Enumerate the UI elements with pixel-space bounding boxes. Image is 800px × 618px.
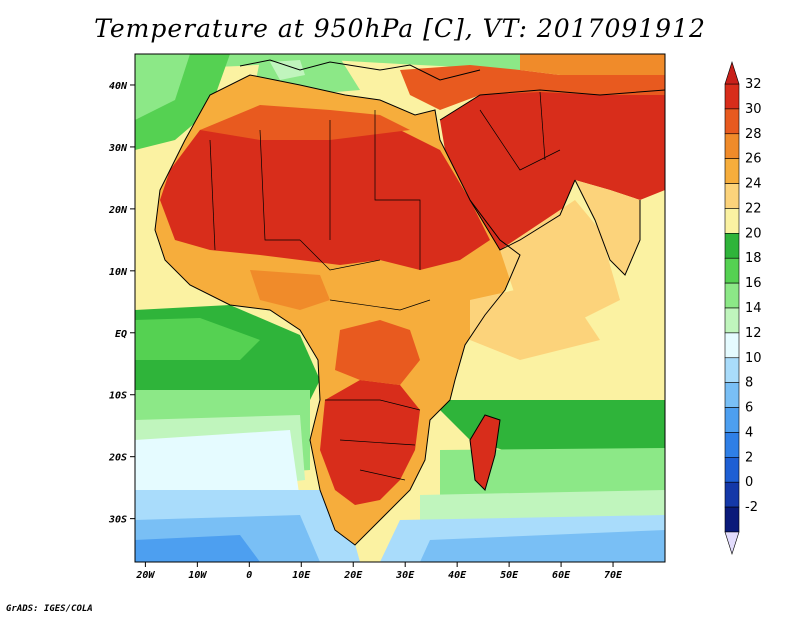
map-plot-area [135,54,665,562]
lon-tick-label: 60E [552,570,571,581]
central-asia-warm [520,54,665,75]
arabia-asia-hot [440,90,665,250]
sahara-hot-core [160,120,490,270]
colorbar-swatch [724,307,740,334]
colorbar-label: 12 [745,326,762,341]
central-africa-warm [335,320,420,385]
footer-credit: GrADS: IGES/COLA [6,604,93,614]
indian-light-green [440,448,665,500]
lat-tick-label: 10N [109,267,128,278]
colorbar-swatch [724,481,740,508]
latitude-ticks: 40N 30N 20N 10N EQ 10S 20S 30S [108,81,135,526]
colorbar-swatch [724,457,740,483]
colorbar-label: 14 [745,301,762,316]
colorbar-label: 24 [745,177,762,192]
southern-africa-hot-core [320,380,420,505]
colorbar-swatch [724,357,740,383]
colorbar-label: -2 [745,500,758,515]
lon-tick-label: 40E [448,570,467,581]
colorbar-swatch [724,233,740,259]
colorbar-label: 6 [745,401,753,416]
lat-tick-label: 20N [108,205,128,216]
colorbar-swatch [724,257,740,284]
colorbar-label: 2 [745,450,753,465]
colorbar-swatch [724,208,740,234]
colorbar-label: 8 [745,376,753,391]
colorbar-swatch [724,432,740,458]
atlantic-green-inner [135,318,260,360]
colorbar-swatch [724,108,740,135]
colorbar-swatch [724,282,740,309]
lat-tick-label: EQ [115,329,127,340]
colorbar-label: 32 [745,77,762,92]
colorbar-swatch [724,382,740,408]
country-borders [209,91,561,481]
lat-tick-label: 20S [108,453,127,464]
colorbar-label: 22 [745,201,762,216]
colorbar-label: 4 [745,425,753,440]
coastlines [154,59,665,546]
lon-tick-label: 30E [395,570,415,581]
colorbar-swatch [724,83,740,110]
lat-tick-label: 10S [109,391,127,402]
colorbar-swatch [724,332,740,359]
colorbar-swatch [724,506,740,533]
colorbar-label: 16 [745,276,762,291]
colorbar-swatch [724,183,740,209]
mediterranean-light [270,60,305,80]
west-africa-warm [250,270,330,310]
colorbar-top-arrow [724,61,740,85]
colorbar-label: 0 [745,475,753,490]
anatolia-iran-warm [400,65,665,110]
colorbar-label: 30 [745,102,762,117]
lon-tick-label: 0 [246,570,252,581]
longitude-ticks: 20W 10W 0 10E 20E 30E 40E 50E 60E 70E [135,562,623,581]
map-frame [134,53,666,563]
map-title: Temperature at 950hPa [C], VT: 201709191… [94,14,706,43]
lon-tick-label: 50E [500,570,519,581]
lat-tick-label: 40N [109,81,128,92]
north-africa-warm [200,105,410,140]
colorbar-swatch [724,133,740,159]
lon-tick-label: 20E [343,570,363,581]
colorbar-swatch [724,158,740,184]
lon-tick-label: 10W [188,570,207,581]
lat-tick-label: 30S [108,515,127,526]
colorbar-label: 18 [745,251,762,266]
somali-coast-warm [470,280,600,360]
lon-tick-label: 10E [292,570,311,581]
south-atlantic-deep [135,535,260,562]
north-atlantic-light-green [135,54,190,120]
colorbar-bottom-arrow [724,531,740,555]
colorbar-label: 28 [745,127,762,142]
colorbar-label: 26 [745,152,762,167]
colorbar-label: 10 [745,351,762,366]
lat-tick-label: 30N [108,143,128,154]
lon-tick-label: 70E [604,570,623,581]
indian-deeper-blue [420,530,665,562]
colorbar-swatch [724,407,740,433]
madagascar [470,415,500,490]
colorbar-label: 20 [745,226,762,241]
india-peninsula [575,180,640,275]
lon-tick-label: 20W [135,570,155,581]
